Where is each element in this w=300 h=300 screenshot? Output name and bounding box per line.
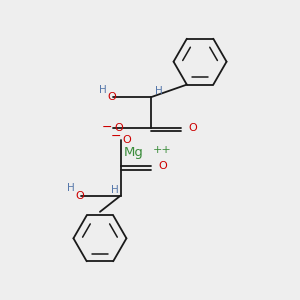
Text: O: O bbox=[188, 123, 197, 133]
Text: ++: ++ bbox=[153, 145, 172, 155]
Text: H: H bbox=[67, 183, 74, 193]
Text: −: − bbox=[102, 122, 112, 134]
Text: Mg: Mg bbox=[124, 146, 144, 159]
Text: H: H bbox=[111, 185, 119, 195]
Text: O: O bbox=[107, 92, 116, 102]
Text: O: O bbox=[75, 190, 84, 201]
Text: −: − bbox=[111, 130, 122, 143]
Text: H: H bbox=[99, 85, 107, 94]
Text: H: H bbox=[155, 86, 163, 96]
Text: O: O bbox=[159, 161, 168, 171]
Text: O: O bbox=[122, 135, 131, 145]
Text: O: O bbox=[115, 123, 123, 133]
